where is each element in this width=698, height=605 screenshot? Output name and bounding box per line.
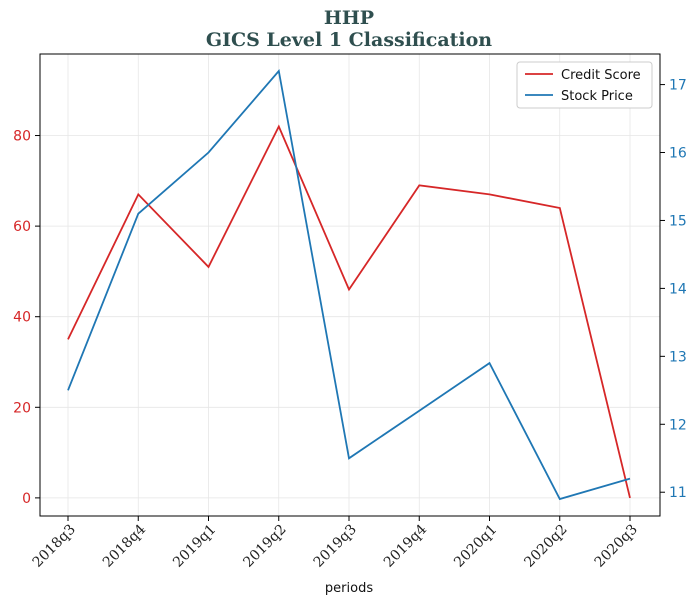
x-tick-label: 2018q3 [30, 522, 79, 571]
series-group [67, 68, 631, 501]
y-left-tick-label: 80 [13, 129, 31, 145]
x-tick-label: 2019q4 [381, 521, 430, 570]
chart-subtitle: GICS Level 1 Classification [206, 29, 492, 51]
chart-title: HHP [324, 7, 374, 29]
plot-frame [39, 53, 661, 517]
y-left-tick-label: 40 [13, 310, 31, 326]
y-left-tick-label: 20 [13, 400, 31, 416]
legend-label: Credit Score [561, 68, 641, 83]
grid-lines [40, 54, 660, 516]
y-right-tick-label: 12 [669, 417, 687, 433]
legend-label: Stock Price [561, 89, 633, 104]
x-tick-label: 2019q2 [240, 522, 289, 571]
x-tick-label: 2020q1 [451, 522, 500, 571]
x-tick-label: 2019q1 [170, 522, 219, 571]
y-left-tick-label: 0 [22, 491, 31, 507]
y-right-tick-label: 17 [669, 78, 687, 94]
y-left-tick-label: 60 [13, 219, 31, 235]
series-line-credit-score [67, 124, 631, 499]
x-tick-label: 2018q4 [100, 521, 149, 570]
x-axis-label: periods [325, 581, 373, 596]
y-right-tick-label: 13 [669, 349, 687, 365]
y-right-tick-label: 11 [669, 485, 687, 501]
x-tick-label: 2020q2 [521, 522, 570, 571]
y-right-tick-label: 15 [669, 213, 687, 229]
series-line-stock-price [67, 68, 631, 501]
x-tick-label: 2020q3 [592, 522, 641, 571]
legend: Credit Score Stock Price [516, 61, 653, 109]
axes-group: 2018q3 2018q4 2019q1 2019q2 2019q3 2019q4 2020… [13, 78, 687, 571]
x-tick-label: 2019q3 [311, 522, 360, 571]
y-right-tick-label: 14 [669, 281, 687, 297]
y-right-tick-label: 16 [669, 146, 687, 162]
